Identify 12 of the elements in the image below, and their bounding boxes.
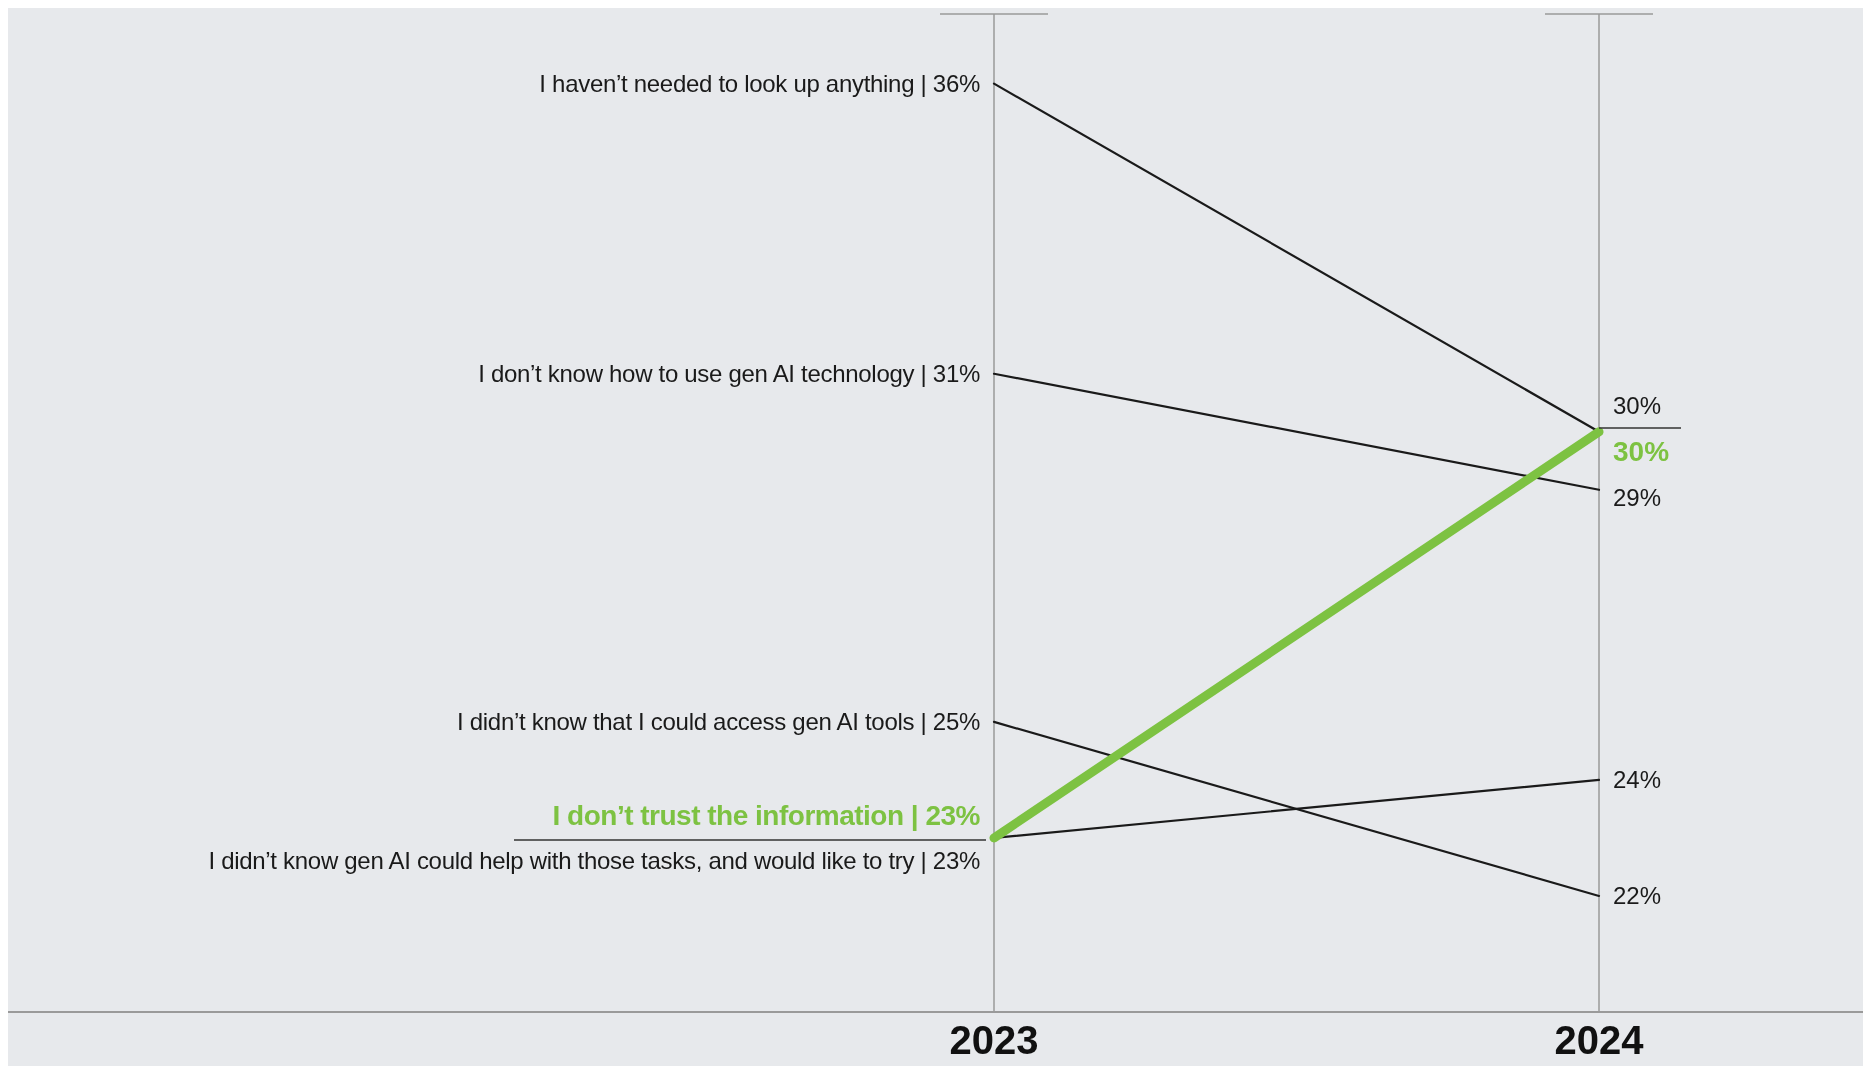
data-label: 29%	[1613, 483, 1662, 511]
x-tick-label: 2024	[1554, 1018, 1645, 1062]
text: I didn’t know gen AI could help with those tasks, and would like to try | 23%	[208, 847, 980, 875]
data-label: 22%	[1613, 882, 1662, 910]
x-tick-label: 2023	[949, 1018, 1039, 1062]
text: I haven’t needed to look up anything | 36%	[539, 70, 980, 98]
text: I don’t know how to use gen AI technology | 31%	[478, 360, 980, 388]
data-label: 24%	[1613, 766, 1662, 794]
text: I didn’t know that I could access gen AI tools | 25%	[457, 708, 980, 736]
data-label: 30%	[1613, 435, 1670, 467]
text: I don’t trust the information | 23%	[552, 799, 980, 831]
data-label: 30%	[1613, 391, 1662, 419]
